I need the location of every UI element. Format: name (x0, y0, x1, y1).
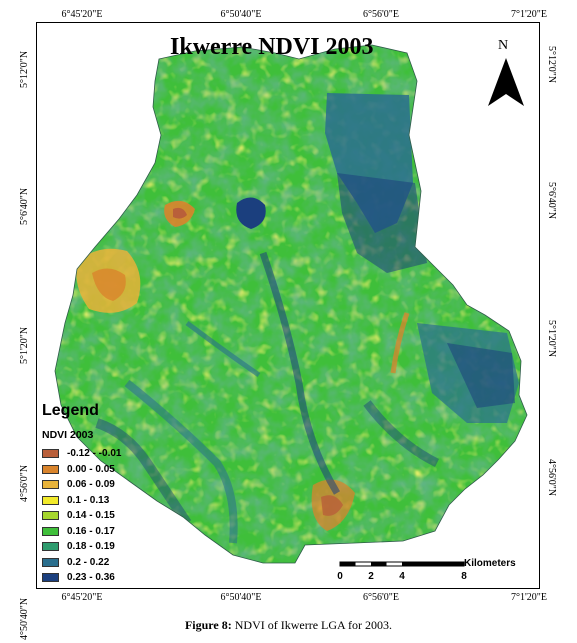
bottom-tick-1: 6°45'20"E (61, 592, 103, 603)
legend-subtitle: NDVI 2003 (42, 429, 94, 441)
legend-item: 0.23 - 0.36 (42, 570, 121, 586)
caption-label: Figure 8: (184, 618, 232, 632)
legend-swatch (42, 449, 59, 459)
legend-label: 0.06 - 0.09 (67, 479, 115, 491)
right-tick-2: 5°6'40"N (546, 182, 557, 220)
legend-item: 0.1 - 0.13 (42, 493, 121, 509)
legend-swatch (42, 480, 59, 490)
top-tick-1: 6°45'20"E (61, 9, 103, 20)
legend-swatch (42, 526, 59, 536)
top-tick-4: 7°1'20"E (511, 9, 547, 20)
ndvi-map (54, 44, 528, 564)
bottom-tick-3: 6°56'0"E (363, 592, 399, 603)
figure-caption: Figure 8: NDVI of Ikwerre LGA for 2003. (0, 618, 577, 633)
right-tick-1: 5°12'0"N (546, 46, 557, 84)
scale-bar (339, 561, 465, 567)
legend-swatch (42, 495, 59, 505)
legend-item: -0.12 - -0.01 (42, 446, 121, 462)
legend-swatch (42, 511, 59, 521)
map-title: Ikwerre NDVI 2003 (170, 34, 374, 60)
north-label: N (498, 38, 509, 53)
scale-unit-label: Kilometers (464, 558, 516, 569)
legend-swatch (42, 557, 59, 567)
legend-label: 0.1 - 0.13 (67, 494, 110, 506)
scale-tick-2: 2 (368, 571, 374, 582)
top-tick-3: 6°56'0"E (363, 9, 399, 20)
right-tick-4: 4°56'0"N (546, 459, 557, 497)
lga-boundary (54, 44, 528, 564)
legend-label: 0.2 - 0.22 (67, 556, 110, 568)
scale-tick-8: 8 (461, 571, 467, 582)
legend-label: 0.18 - 0.19 (67, 541, 115, 553)
legend-item: 0.14 - 0.15 (42, 508, 121, 524)
legend-label: -0.12 - -0.01 (67, 448, 122, 460)
scale-tick-4: 4 (399, 571, 405, 582)
legend-item: 0.16 - 0.17 (42, 524, 121, 540)
bottom-tick-4: 7°1'20"E (511, 592, 547, 603)
legend-item: 0.2 - 0.22 (42, 555, 121, 571)
legend-title: Legend (42, 402, 99, 419)
legend-swatch (42, 573, 59, 583)
left-tick-1: 5°12'0"N (19, 50, 30, 88)
legend-item: 0.18 - 0.19 (42, 539, 121, 555)
left-tick-3: 5°1'20"N (19, 326, 30, 364)
legend-label: 0.16 - 0.17 (67, 525, 115, 537)
north-arrow-icon (488, 58, 524, 106)
legend-label: 0.14 - 0.15 (67, 510, 115, 522)
legend-swatch (42, 464, 59, 474)
legend-items: -0.12 - -0.01 0.00 - 0.05 0.06 - 0.09 0.1 -… (42, 446, 121, 586)
legend-swatch (42, 542, 59, 552)
top-tick-2: 6°50'40"E (220, 9, 262, 20)
legend-label: 0.00 - 0.05 (67, 463, 115, 475)
map-frame (36, 22, 540, 589)
caption-text: NDVI of Ikwerre LGA for 2003. (231, 618, 393, 632)
scale-tick-0: 0 (337, 571, 343, 582)
bottom-tick-2: 6°50'40"E (220, 592, 262, 603)
legend-item: 0.00 - 0.05 (42, 462, 121, 478)
legend: Legend NDVI 2003 -0.12 - -0.01 0.00 - 0.0… (42, 402, 121, 586)
left-tick-2: 5°6'40"N (19, 187, 30, 225)
left-tick-4: 4°56'0"N (19, 464, 30, 502)
legend-label: 0.23 - 0.36 (67, 572, 115, 584)
right-tick-3: 5°1'20"N (546, 320, 557, 358)
legend-item: 0.06 - 0.09 (42, 477, 121, 493)
